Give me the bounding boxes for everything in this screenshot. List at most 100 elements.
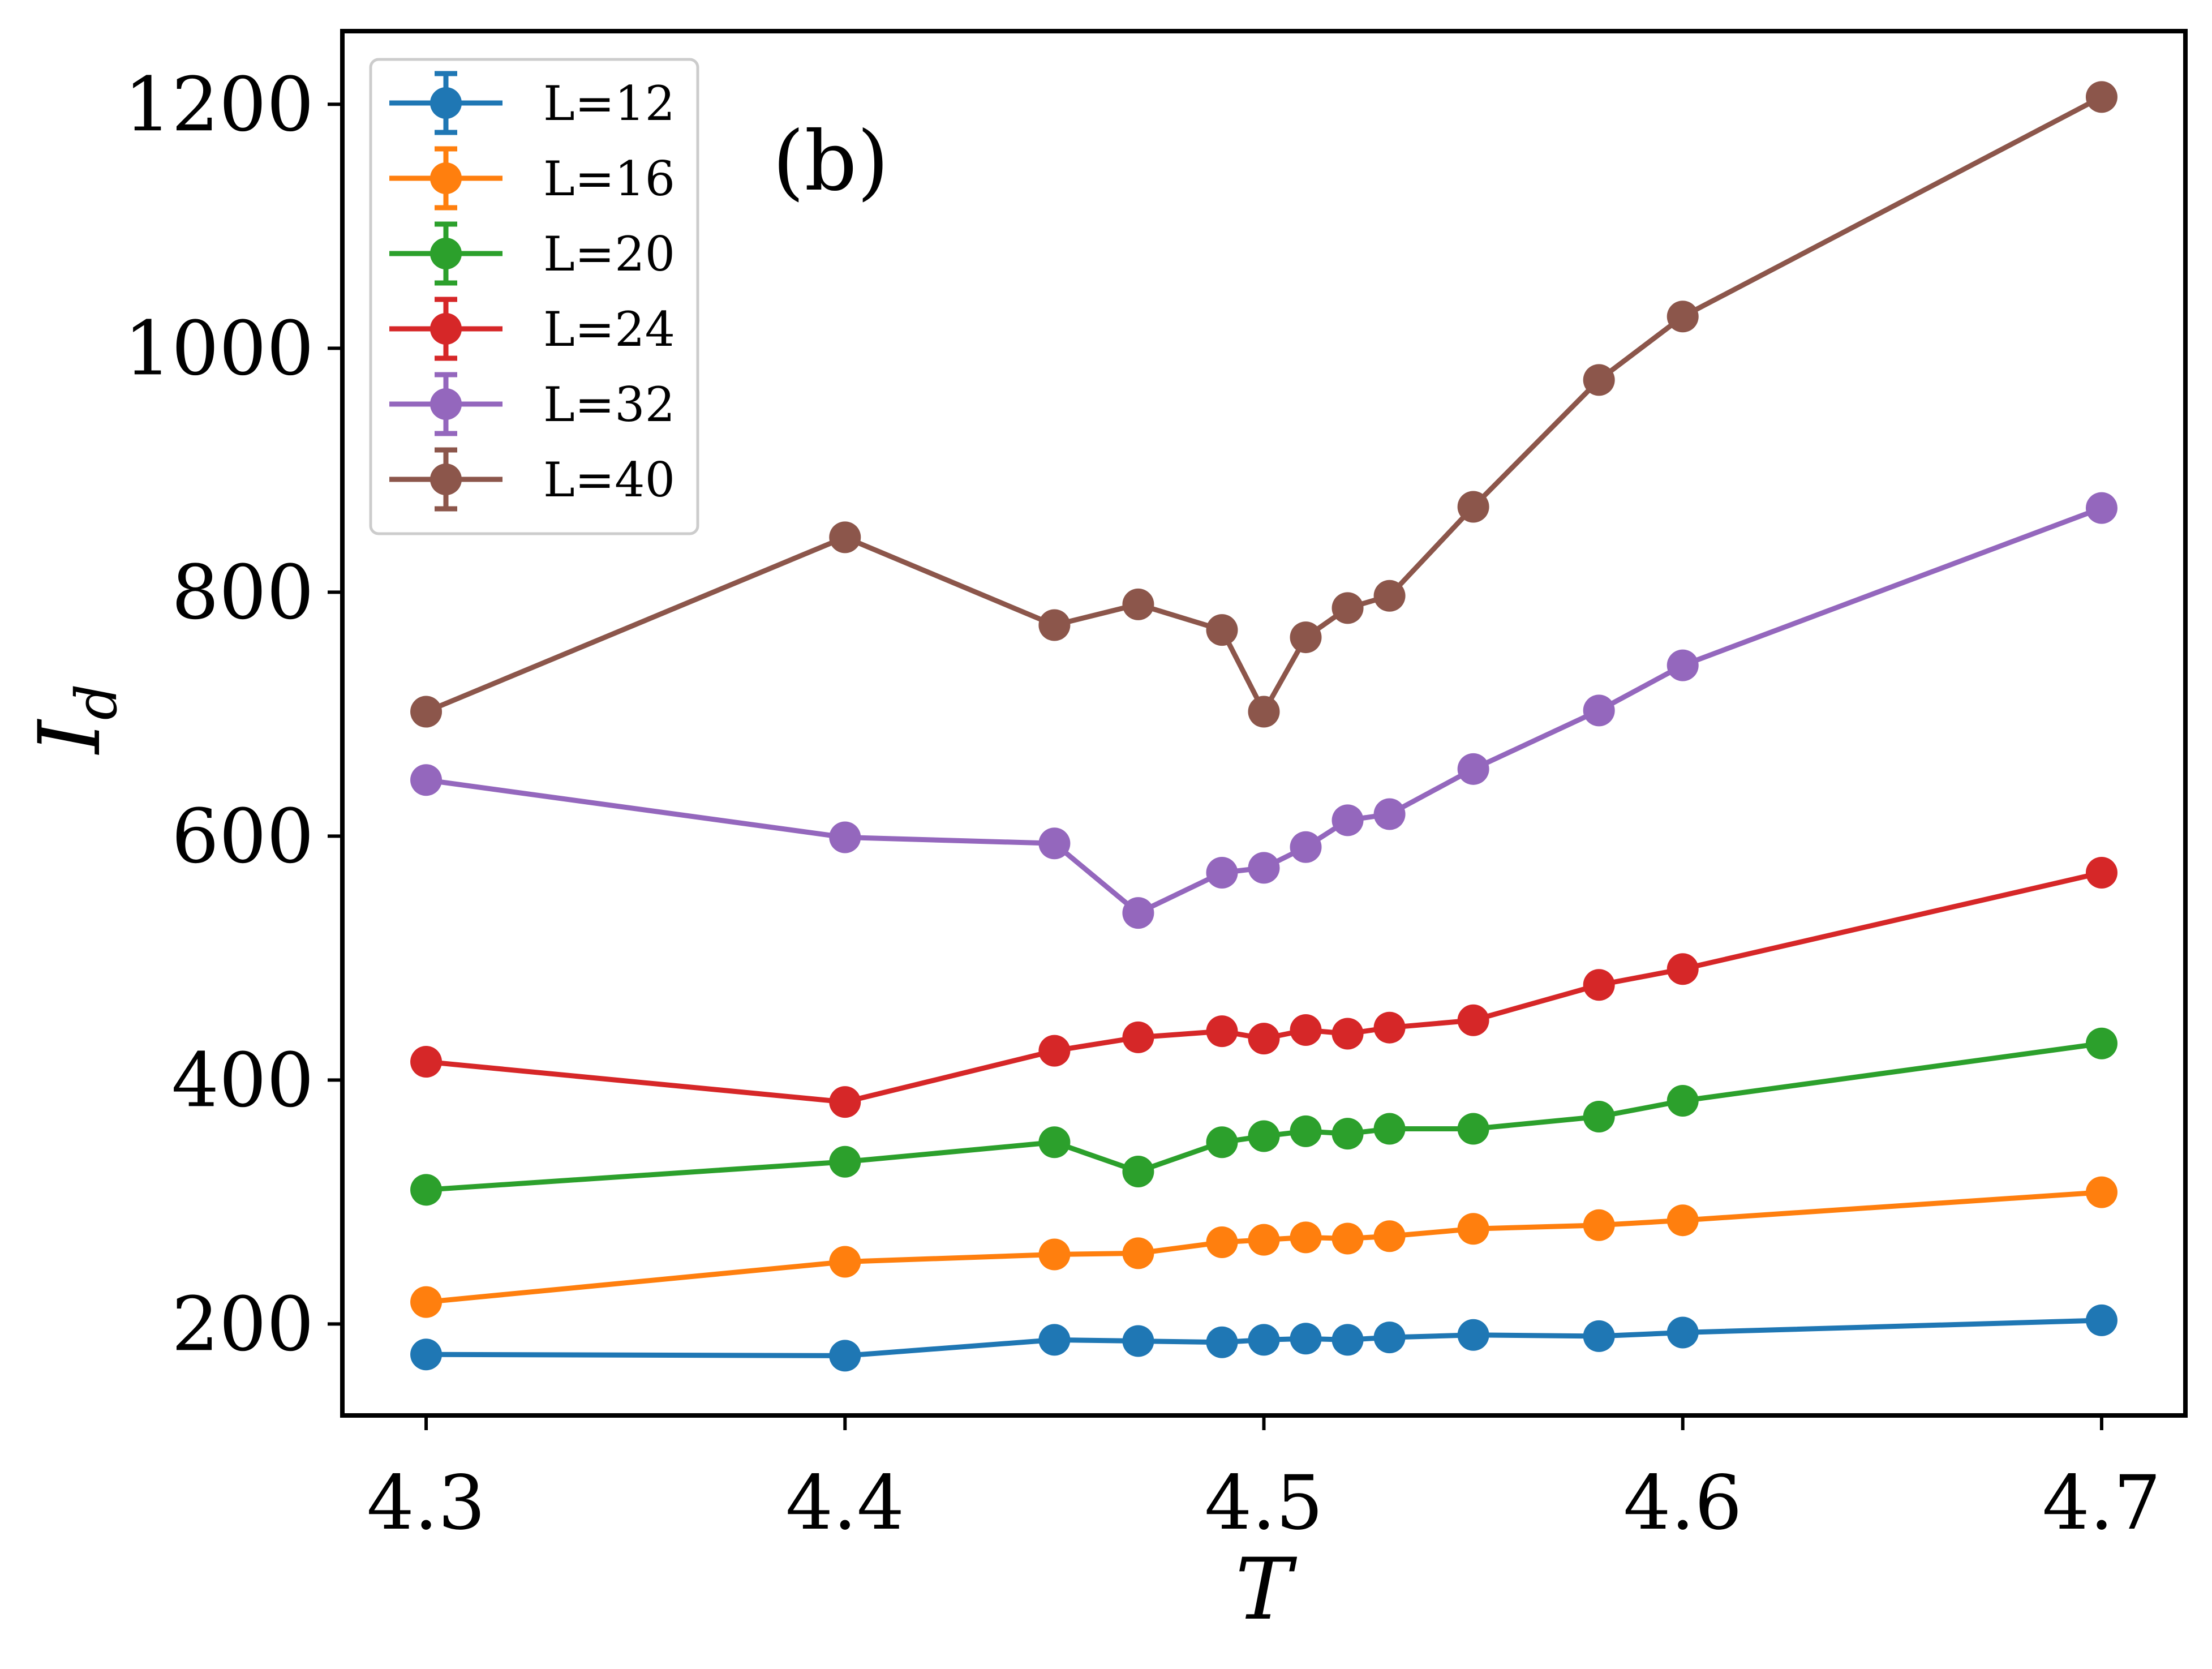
x-tick-label: 4.7 — [2042, 1460, 2161, 1547]
data-point-l-32 — [1666, 649, 1699, 681]
data-point-l-12 — [1332, 1324, 1364, 1356]
data-point-l-16 — [1248, 1224, 1280, 1256]
legend-marker — [430, 162, 462, 194]
data-point-l-40 — [1583, 364, 1615, 396]
legend-marker — [430, 87, 462, 119]
data-point-l-32 — [410, 764, 443, 796]
legend-label: L=20 — [543, 226, 675, 282]
legend-entry-l-40: L=40 — [389, 447, 675, 512]
data-point-l-16 — [2085, 1176, 2117, 1208]
data-point-l-20 — [1583, 1101, 1615, 1133]
data-point-l-40 — [1248, 696, 1280, 728]
data-point-l-24 — [1122, 1021, 1154, 1053]
data-point-l-16 — [410, 1286, 443, 1318]
data-point-l-32 — [1122, 897, 1154, 929]
legend-entry-l-12: L=12 — [389, 71, 675, 135]
y-axis-label-subscript: d — [63, 684, 130, 720]
data-point-l-40 — [1122, 588, 1154, 620]
y-axis-label: Id — [21, 684, 130, 755]
data-point-l-32 — [1248, 852, 1280, 884]
data-point-l-16 — [1206, 1226, 1238, 1258]
data-point-l-16 — [1290, 1221, 1322, 1254]
legend-label: L=12 — [543, 76, 675, 131]
legend-entry-l-32: L=32 — [389, 372, 675, 436]
y-tick-label: 1200 — [124, 61, 314, 148]
data-point-l-12 — [1122, 1325, 1154, 1357]
series-l-24 — [410, 856, 2117, 1118]
data-point-l-20 — [1666, 1084, 1699, 1117]
y-tick-label: 1000 — [124, 305, 314, 392]
data-point-l-12 — [1583, 1320, 1615, 1352]
legend-marker — [430, 238, 462, 269]
series-l-12 — [410, 1304, 2117, 1372]
data-point-l-32 — [1457, 753, 1489, 785]
y-axis-label-main: I — [21, 719, 119, 756]
data-point-l-12 — [1457, 1319, 1489, 1351]
data-point-l-40 — [2085, 81, 2117, 113]
legend-marker — [430, 313, 462, 345]
data-point-l-24 — [1038, 1035, 1071, 1067]
data-point-l-24 — [1666, 953, 1699, 985]
data-point-l-16 — [1332, 1222, 1364, 1255]
series-l-40 — [410, 81, 2117, 728]
data-point-l-24 — [2085, 856, 2117, 889]
data-point-l-20 — [410, 1174, 443, 1206]
data-point-l-32 — [2085, 492, 2117, 524]
data-point-l-40 — [1332, 592, 1364, 624]
data-point-l-16 — [1373, 1220, 1406, 1252]
data-point-l-20 — [2085, 1027, 2117, 1059]
y-axis-ticks: 200 400 600 800 1000 1200 — [124, 61, 342, 1368]
data-point-l-20 — [1332, 1118, 1364, 1150]
legend: L=12 L=16 L=20 L=24 L=32 L=40 — [369, 58, 699, 535]
data-point-l-24 — [1583, 969, 1615, 1001]
data-point-l-12 — [1290, 1323, 1322, 1355]
data-point-l-40 — [829, 521, 861, 554]
data-point-l-12 — [1038, 1324, 1071, 1356]
data-point-l-40 — [1290, 621, 1322, 654]
legend-entry-l-16: L=16 — [389, 146, 675, 211]
data-point-l-20 — [1248, 1120, 1280, 1152]
legend-entry-l-20: L=20 — [389, 221, 675, 286]
data-point-l-40 — [1373, 580, 1406, 612]
panel-annotation: (b) — [772, 114, 889, 209]
data-point-l-40 — [1206, 614, 1238, 646]
data-point-l-16 — [1457, 1213, 1489, 1245]
data-point-l-12 — [1248, 1324, 1280, 1356]
data-point-l-32 — [1332, 804, 1364, 836]
legend-label: L=32 — [543, 377, 675, 432]
data-point-l-24 — [829, 1086, 861, 1118]
x-tick-label: 4.5 — [1205, 1460, 1324, 1547]
data-point-l-40 — [1666, 301, 1699, 333]
series-l-20 — [410, 1027, 2117, 1206]
data-point-l-16 — [829, 1246, 861, 1278]
data-point-l-20 — [1290, 1115, 1322, 1147]
x-tick-label: 4.3 — [367, 1460, 486, 1547]
legend-entries: L=12 L=16 L=20 L=24 L=32 L=40 — [389, 71, 675, 512]
data-point-l-40 — [410, 696, 443, 728]
data-point-l-16 — [1122, 1237, 1154, 1269]
x-tick-label: 4.6 — [1623, 1460, 1742, 1547]
x-axis-ticks: 4.3 4.4 4.5 4.6 4.7 — [367, 1415, 2161, 1547]
data-point-l-16 — [1583, 1209, 1615, 1241]
legend-marker — [430, 464, 462, 495]
series-layer — [410, 81, 2117, 1372]
data-point-l-12 — [1666, 1316, 1699, 1349]
data-point-l-12 — [1206, 1326, 1238, 1358]
y-tick-label: 400 — [171, 1037, 314, 1124]
data-point-l-24 — [1206, 1015, 1238, 1048]
legend-label: L=40 — [543, 452, 675, 508]
data-point-l-32 — [1373, 798, 1406, 830]
data-point-l-12 — [410, 1338, 443, 1371]
data-point-l-24 — [410, 1046, 443, 1078]
data-point-l-20 — [1457, 1113, 1489, 1145]
data-point-l-24 — [1373, 1011, 1406, 1044]
legend-label: L=16 — [543, 151, 675, 207]
y-tick-label: 600 — [171, 793, 314, 880]
legend-marker — [430, 388, 462, 420]
x-tick-label: 4.4 — [785, 1460, 904, 1547]
data-point-l-20 — [829, 1145, 861, 1178]
data-point-l-40 — [1457, 491, 1489, 523]
data-point-l-24 — [1332, 1018, 1364, 1050]
y-tick-label: 800 — [171, 549, 314, 636]
